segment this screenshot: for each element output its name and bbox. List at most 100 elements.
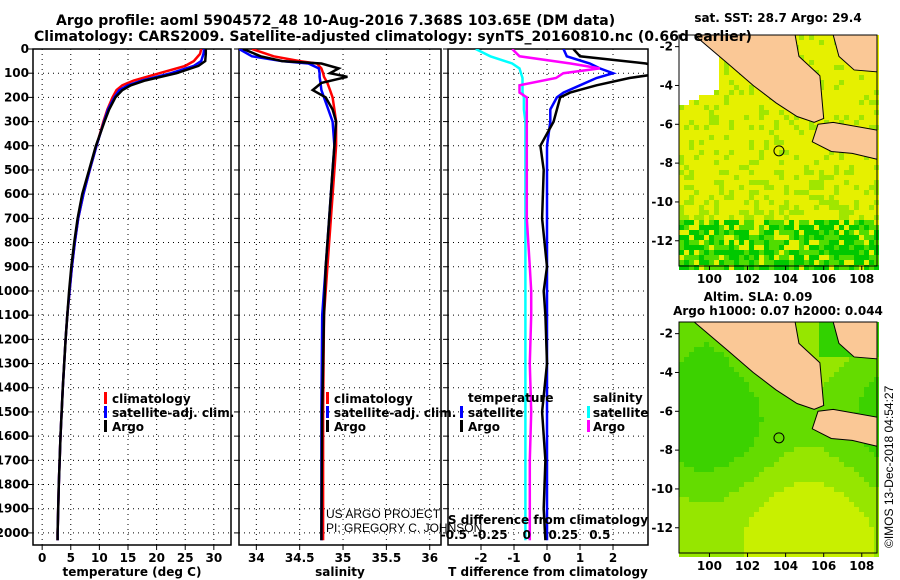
map-cell <box>784 195 789 200</box>
map-cell <box>814 205 819 210</box>
map-cell <box>689 60 694 65</box>
map-cell <box>809 230 814 235</box>
map-cell <box>804 245 809 250</box>
map-cell <box>824 235 829 240</box>
map-cell <box>754 155 759 160</box>
map-cell <box>744 502 749 507</box>
map-cell <box>739 447 744 452</box>
map-cell <box>719 362 724 367</box>
map-cell <box>689 95 694 100</box>
map-cell <box>739 497 744 502</box>
map-cell <box>744 205 749 210</box>
map-cell <box>754 417 759 422</box>
map-cell <box>689 432 694 437</box>
map-cell <box>699 175 704 180</box>
map-cell <box>789 195 794 200</box>
map-cell <box>839 517 844 522</box>
map-cell <box>679 332 684 337</box>
map-cell <box>814 322 819 327</box>
land-sumatra <box>692 321 825 410</box>
map-cell <box>789 145 794 150</box>
map-cell <box>759 160 764 165</box>
map-cell <box>679 195 684 200</box>
y-tick-label: 1900 <box>0 502 29 516</box>
map-cell <box>744 437 749 442</box>
map-cell <box>754 402 759 407</box>
map-cell <box>859 245 864 250</box>
map-cell <box>729 185 734 190</box>
map-cell <box>834 367 839 372</box>
map-cell <box>869 392 874 397</box>
map-cell <box>744 240 749 245</box>
map-cell <box>744 497 749 502</box>
map-cell <box>849 85 854 90</box>
map-cell <box>804 40 809 45</box>
map-cell <box>774 255 779 260</box>
map-cell <box>754 517 759 522</box>
map-cell <box>699 45 704 50</box>
map-cell <box>714 115 719 120</box>
map-cell <box>714 432 719 437</box>
map-cell <box>839 80 844 85</box>
map-cell <box>764 522 769 527</box>
map-cell <box>784 110 789 115</box>
map-cell <box>734 125 739 130</box>
map-cell <box>819 512 824 517</box>
map-cell <box>679 180 684 185</box>
map-cell <box>759 230 764 235</box>
map-cell <box>734 507 739 512</box>
map-cell <box>724 200 729 205</box>
map-cell <box>719 100 724 105</box>
map-cell <box>774 402 779 407</box>
map-cell <box>719 517 724 522</box>
map-cell <box>839 487 844 492</box>
map-cell <box>774 507 779 512</box>
map-cell <box>809 255 814 260</box>
map-cell <box>749 527 754 532</box>
map-cell <box>734 75 739 80</box>
map-cell <box>849 245 854 250</box>
map-cell <box>719 352 724 357</box>
map-cell <box>799 502 804 507</box>
map-cell <box>844 70 849 75</box>
map-cell <box>709 105 714 110</box>
map-cell <box>759 225 764 230</box>
map-cell <box>684 442 689 447</box>
map-cell <box>704 507 709 512</box>
map-cell <box>794 210 799 215</box>
map-cell <box>869 215 874 220</box>
map-cell <box>759 457 764 462</box>
map-cell <box>684 85 689 90</box>
map-cell <box>759 422 764 427</box>
map-cell <box>864 497 869 502</box>
map-cell <box>694 472 699 477</box>
map-cell <box>769 552 774 557</box>
map-cell <box>824 75 829 80</box>
map-cell <box>769 125 774 130</box>
map-cell <box>864 260 869 265</box>
map-cell <box>689 140 694 145</box>
map-cell <box>834 70 839 75</box>
map-cell <box>749 452 754 457</box>
map-cell <box>719 190 724 195</box>
map-cell <box>709 240 714 245</box>
map-cell <box>864 175 869 180</box>
map-cell <box>779 265 784 270</box>
map-cell <box>694 487 699 492</box>
map-cell <box>734 357 739 362</box>
map-cell <box>734 110 739 115</box>
map-cell <box>759 140 764 145</box>
map-cell <box>724 110 729 115</box>
map-cell <box>754 95 759 100</box>
map-cell <box>694 552 699 557</box>
map-cell <box>789 115 794 120</box>
map-cell <box>704 407 709 412</box>
map-cell <box>799 327 804 332</box>
map-cell <box>719 65 724 70</box>
map-cell <box>679 492 684 497</box>
map-cell <box>789 180 794 185</box>
map-cell <box>864 362 869 367</box>
map-cell <box>819 225 824 230</box>
map-cell <box>864 527 869 532</box>
map-cell <box>819 447 824 452</box>
